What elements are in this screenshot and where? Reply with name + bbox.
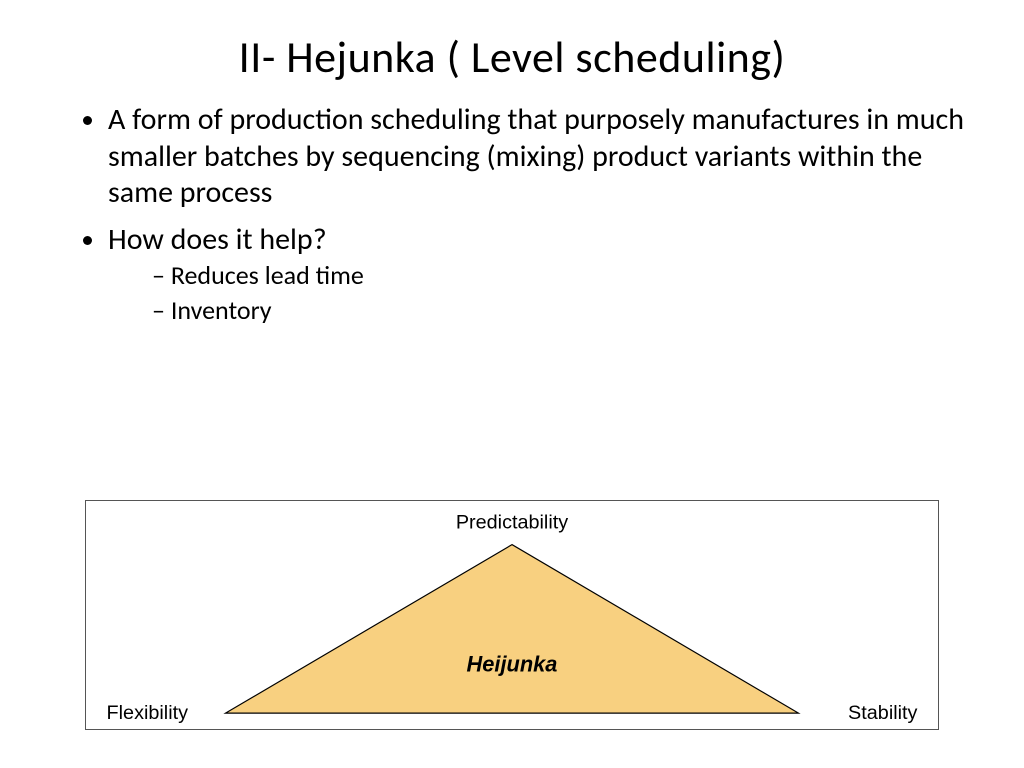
label-left: Flexibility bbox=[107, 702, 189, 724]
bullet-item-1: A form of production scheduling that pur… bbox=[108, 102, 964, 212]
heijunka-diagram: Predictability Flexibility Stability Hei… bbox=[85, 500, 939, 730]
sub-bullet-list: Reduces lead time Inventory bbox=[108, 258, 964, 328]
sub-bullet-2: Inventory bbox=[152, 293, 964, 328]
bullet-list: A form of production scheduling that pur… bbox=[60, 102, 964, 329]
triangle-shape bbox=[226, 545, 799, 714]
slide: II- Hejunka ( Level scheduling) A form o… bbox=[0, 0, 1024, 768]
label-right: Stability bbox=[848, 702, 917, 724]
slide-title: II- Hejunka ( Level scheduling) bbox=[60, 30, 964, 84]
label-center: Heijunka bbox=[467, 652, 558, 677]
triangle-svg: Predictability Flexibility Stability Hei… bbox=[86, 501, 938, 729]
label-top: Predictability bbox=[456, 512, 568, 534]
bullet-item-2-text: How does it help? bbox=[108, 221, 327, 258]
bullet-item-2: How does it help? Reduces lead time Inve… bbox=[108, 222, 964, 329]
sub-bullet-1: Reduces lead time bbox=[152, 258, 964, 293]
